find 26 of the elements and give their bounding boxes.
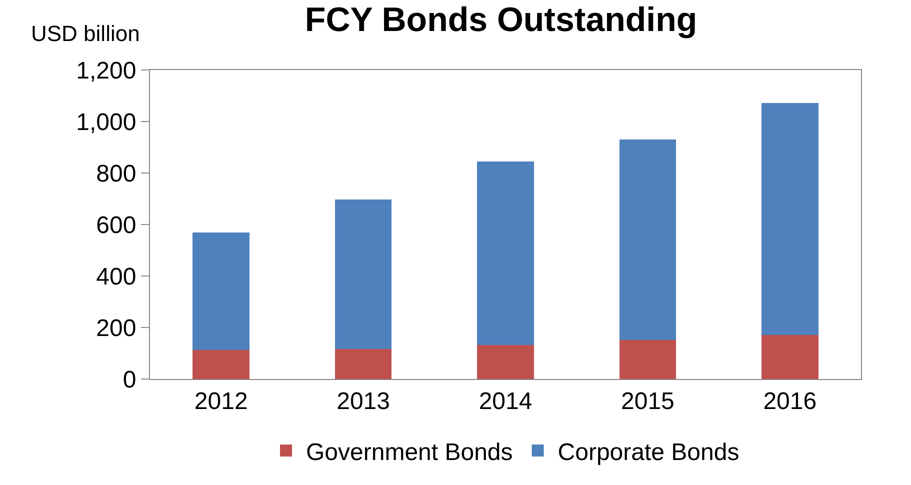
y-tick-label: 800 bbox=[96, 160, 136, 188]
bar bbox=[334, 348, 392, 379]
bar bbox=[761, 334, 818, 379]
y-tick-label: 600 bbox=[96, 212, 136, 239]
bar bbox=[192, 232, 250, 350]
y-tick-label: 0 bbox=[122, 366, 136, 394]
y-tick-label: 200 bbox=[96, 314, 136, 342]
legend-label: Government Bonds bbox=[306, 438, 513, 466]
bar bbox=[619, 340, 676, 379]
y-tick-label: 1,000 bbox=[76, 108, 136, 136]
x-tick-label: 2015 bbox=[621, 388, 674, 415]
bar bbox=[192, 350, 250, 379]
legend-label: Corporate Bonds bbox=[558, 438, 740, 466]
bar bbox=[477, 344, 534, 379]
y-axis-title: USD billion bbox=[31, 21, 140, 46]
bar bbox=[619, 139, 676, 340]
x-tick-label: 2016 bbox=[763, 388, 817, 415]
x-tick-label: 2013 bbox=[336, 388, 390, 415]
bar bbox=[477, 161, 534, 345]
x-tick-label: 2014 bbox=[478, 388, 532, 415]
bar bbox=[334, 200, 392, 349]
y-tick-label: 400 bbox=[96, 263, 136, 290]
bar bbox=[761, 103, 818, 335]
chart-title: FCY Bonds Outstanding bbox=[304, 1, 698, 40]
y-tick-label: 1,200 bbox=[76, 57, 136, 84]
x-tick-label: 2012 bbox=[194, 388, 248, 415]
